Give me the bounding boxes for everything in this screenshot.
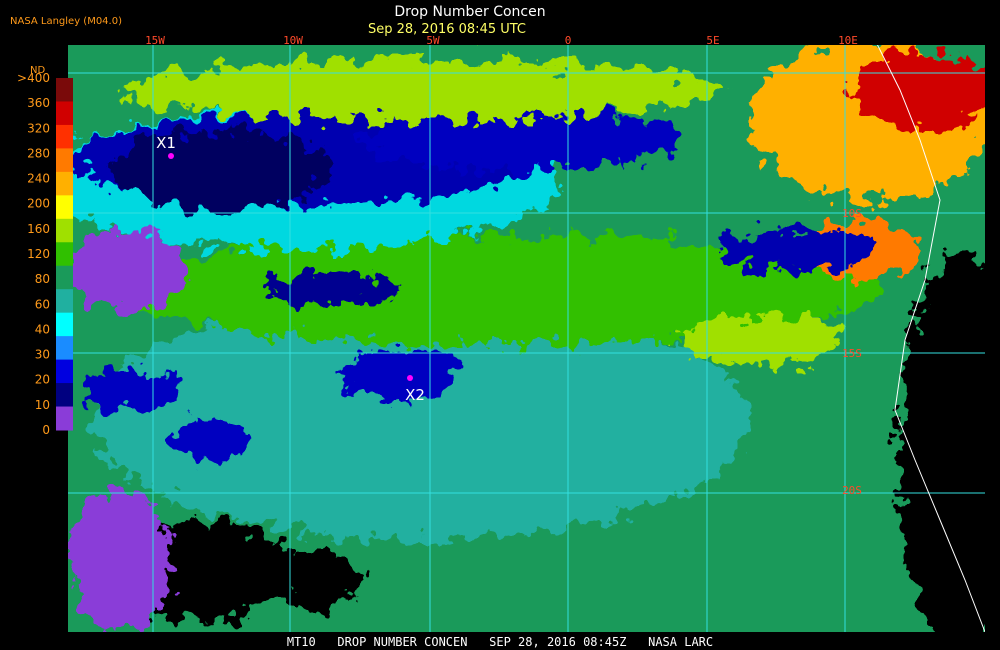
graticule [68, 45, 985, 632]
imagery [68, 45, 985, 632]
colorbar-swatch [56, 336, 73, 361]
colorbar-label: 320 [27, 121, 50, 135]
longitude-label: 0 [565, 34, 572, 47]
longitude-label: 5E [706, 34, 719, 47]
colorbar-swatch [56, 78, 73, 102]
colorbar-label: 20 [35, 373, 50, 387]
colorbar-label: 40 [35, 322, 50, 336]
footer: MT10 DROP NUMBER CONCEN SEP 28, 2016 08:… [287, 635, 713, 649]
colorbar-unit: ND [30, 65, 45, 76]
source: NASA Langley (M04.0) [10, 16, 122, 27]
longitude-labels: 15W 10W 5W 0 5E 10E [145, 34, 858, 47]
longitude-label: 15W [145, 34, 165, 47]
marker-dot [407, 375, 413, 381]
colorbar-swatch [56, 171, 73, 196]
longitude-label: 10E [838, 34, 858, 47]
colorbar-swatch [56, 195, 73, 220]
colorbar-swatch [56, 312, 73, 337]
latitude-label: 15S [842, 347, 862, 360]
colorbar-label: 360 [27, 96, 50, 110]
colorbar-label: 120 [27, 247, 50, 261]
colorbar-swatch [56, 242, 73, 267]
colorbar-label: 240 [27, 172, 50, 186]
colorbar-swatch [56, 148, 73, 173]
colorbar-swatch [56, 383, 73, 408]
latitude-label: 10S [842, 207, 862, 220]
colorbar-label: 280 [27, 146, 50, 160]
colorbar-swatch [56, 265, 73, 290]
longitude-label: 5W [426, 34, 440, 47]
longitude-label: 10W [283, 34, 303, 47]
marker-label: X2 [405, 386, 425, 404]
latitude-label: 20S [842, 484, 862, 497]
colorbar-label: 10 [35, 398, 50, 412]
marker-dot [168, 153, 174, 159]
title: Drop Number Concen [394, 4, 545, 20]
colorbar: >400 360 320 280 240 200 160 120 80 60 40 30 20 10 0 [17, 71, 73, 437]
colorbar-swatch [56, 124, 73, 149]
colorbar-swatch [56, 289, 73, 314]
colorbar-label: 30 [35, 348, 50, 362]
colorbar-label: 80 [35, 272, 50, 286]
colorbar-label: >400 [17, 71, 50, 85]
date: Sep 28, 2016 08:45 UTC [368, 22, 526, 37]
colorbar-label: 0 [42, 423, 50, 437]
marker-label: X1 [156, 134, 176, 152]
coastline [876, 45, 985, 632]
colorbar-swatch [56, 406, 73, 431]
latitude-labels: 10S 15S 20S [842, 207, 862, 497]
colorbar-label: 160 [27, 222, 50, 236]
colorbar-label: 200 [27, 197, 50, 211]
colorbar-swatch [56, 101, 73, 126]
colorbar-swatch [56, 218, 73, 243]
colorbar-label: 60 [35, 297, 50, 311]
colorbar-swatch [56, 359, 73, 384]
